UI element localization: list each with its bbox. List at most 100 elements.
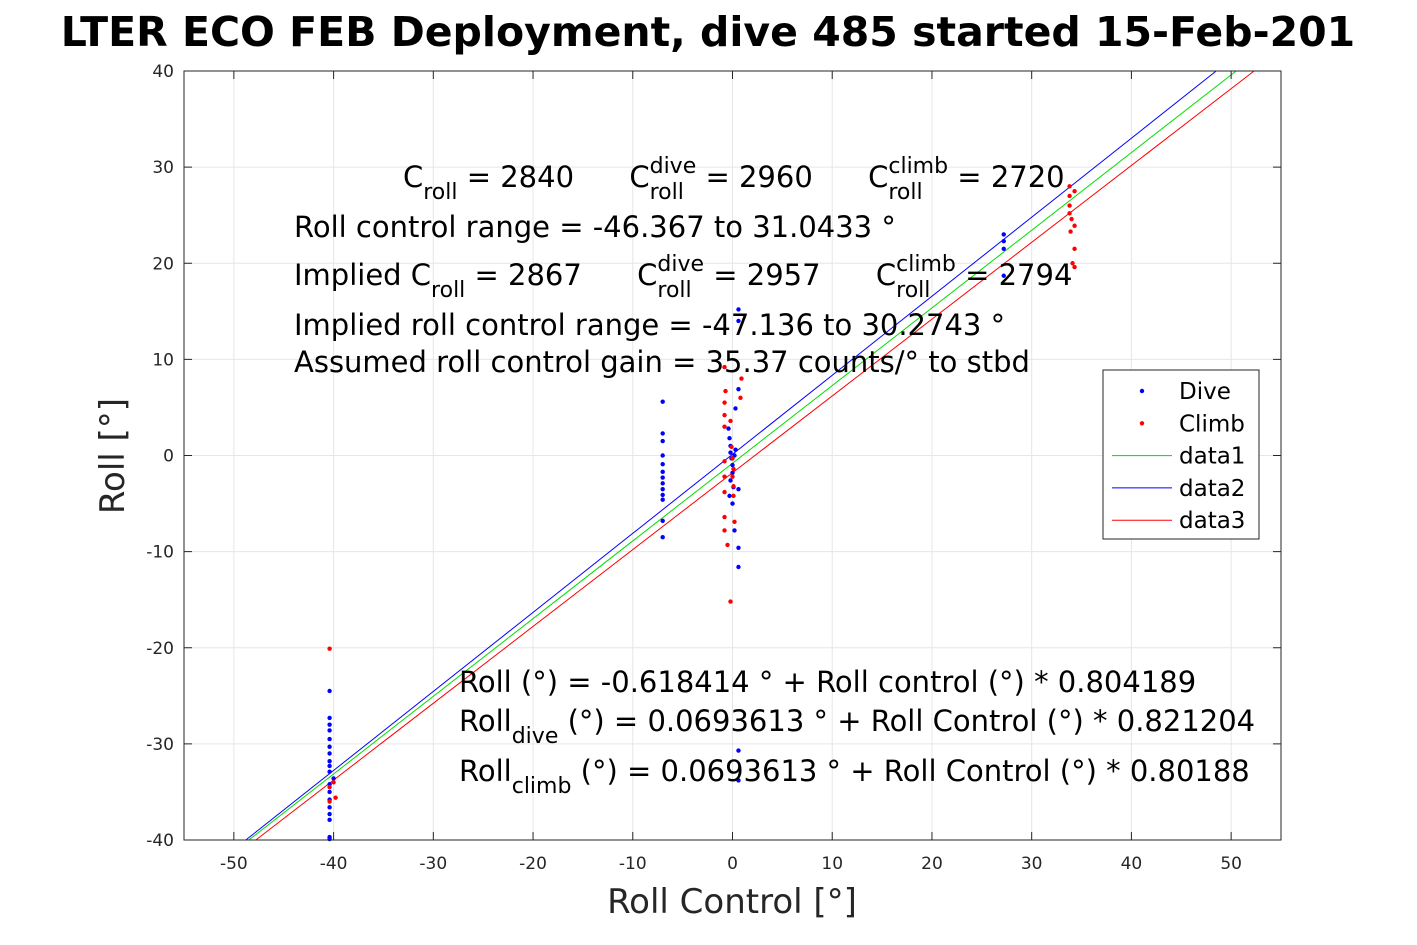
- annotation-gap: [821, 258, 876, 292]
- data-point-dive: [736, 748, 741, 753]
- series-points: [327, 184, 1077, 842]
- data-point-dive: [660, 461, 665, 467]
- annotation-fit-dive: Rolldive (°) = 0.0693613 ° + Roll Contro…: [459, 704, 1255, 749]
- data-point-climb: [722, 400, 727, 405]
- legend-label: data3: [1179, 508, 1245, 534]
- data-point-dive: [327, 758, 332, 764]
- data-point-climb: [1067, 193, 1072, 199]
- data-point-climb: [1068, 229, 1073, 234]
- data-point-dive: [736, 307, 741, 312]
- data-point-dive: [331, 776, 336, 781]
- data-point-dive: [726, 426, 731, 431]
- legend-label: Dive: [1179, 379, 1231, 405]
- annotation-text: C: [637, 258, 657, 292]
- annotation-subscript: roll: [896, 278, 930, 303]
- data-point-climb: [1072, 246, 1077, 252]
- annotation-text: Roll: [459, 754, 512, 788]
- data-point-climb: [327, 799, 332, 804]
- x-tick-label: 0: [727, 854, 738, 874]
- annotation-text: C: [868, 160, 888, 194]
- data-point-dive: [736, 486, 741, 492]
- series-line-data1: [248, 70, 1237, 841]
- annotation-text: = 2867: [465, 258, 582, 292]
- data-point-dive: [660, 469, 665, 475]
- x-tick-label: 10: [821, 854, 843, 874]
- x-tick-label: -20: [519, 854, 547, 874]
- data-point-climb: [722, 424, 727, 429]
- data-point-climb: [732, 519, 737, 525]
- data-point-climb: [722, 489, 727, 495]
- data-point-dive: [736, 386, 741, 392]
- annotation-subscript: roll: [650, 180, 684, 205]
- annotation-text: = 2957: [704, 258, 821, 292]
- y-tick-label: 10: [152, 350, 174, 370]
- data-point-dive: [1001, 273, 1006, 278]
- data-point-dive: [1001, 232, 1006, 237]
- y-tick-label: -10: [146, 543, 174, 563]
- data-point-dive: [660, 492, 665, 498]
- data-point-dive: [728, 478, 733, 483]
- data-point-dive: [1001, 238, 1006, 244]
- annotation-superscript: dive: [650, 154, 697, 179]
- data-point-climb: [1070, 261, 1075, 266]
- y-tick-label: -40: [146, 831, 174, 851]
- data-point-climb: [333, 795, 338, 800]
- legend-label: Climb: [1179, 411, 1245, 437]
- data-point-climb: [730, 456, 735, 461]
- data-point-dive: [727, 493, 732, 499]
- data-point-dive: [1001, 246, 1006, 252]
- data-point-dive: [327, 817, 332, 823]
- data-point-climb: [722, 412, 727, 418]
- data-point-climb: [728, 599, 733, 604]
- data-point-climb: [1067, 211, 1072, 216]
- data-point-dive: [733, 406, 738, 411]
- data-point-dive: [327, 805, 332, 810]
- legend: Dive Climb data1 data2 data3: [1102, 369, 1260, 540]
- data-point-climb: [327, 646, 332, 651]
- data-point-dive: [660, 453, 665, 458]
- annotation-text: = 2840: [458, 160, 575, 194]
- annotation-gains-line: Croll = 2840 Cdive roll = 2960 Cclimb roll…: [403, 154, 1065, 205]
- annotation-subscript: roll: [431, 278, 465, 303]
- data-point-dive: [732, 528, 737, 533]
- data-point-climb: [1072, 188, 1077, 194]
- data-point-climb: [722, 528, 727, 533]
- data-point-climb: [1072, 264, 1077, 270]
- annotation-implied-range: Implied roll control range = -47.136 to …: [294, 308, 1005, 342]
- data-point-dive: [327, 763, 332, 769]
- annotation-fit-all: Roll (°) = -0.618414 ° + Roll control (°…: [459, 665, 1196, 699]
- annotation-subscript: roll: [888, 180, 922, 205]
- y-tick-label: 30: [152, 158, 174, 178]
- data-point-dive: [327, 811, 332, 817]
- annotation-text: (°) = 0.0693613 ° + Roll Control (°) * 0…: [571, 754, 1249, 788]
- y-tick-label: -20: [146, 639, 174, 659]
- legend-swatch-dive: [1139, 388, 1145, 394]
- data-point-dive: [327, 688, 332, 694]
- annotation-fit-climb: Rollclimb (°) = 0.0693613 ° + Roll Contr…: [459, 754, 1250, 799]
- legend-label: data1: [1179, 444, 1245, 470]
- data-point-dive: [327, 836, 332, 842]
- chart-title: LTER ECO FEB Deployment, dive 485 starte…: [61, 8, 1355, 56]
- x-axis-label: Roll Control [°]: [607, 882, 857, 922]
- data-point-climb: [1067, 184, 1072, 189]
- data-point-dive: [730, 501, 735, 506]
- x-tick-label: -40: [320, 854, 348, 874]
- annotation-range: Roll control range = -46.367 to 31.0433 …: [294, 210, 896, 244]
- annotation-text: = 2794: [956, 258, 1073, 292]
- data-point-dive: [736, 564, 741, 570]
- x-tick-label: 40: [1121, 854, 1143, 874]
- data-point-dive: [660, 535, 665, 540]
- annotation-superscript: climb: [896, 252, 956, 277]
- data-point-dive: [730, 470, 735, 476]
- data-point-climb: [725, 542, 730, 548]
- data-point-climb: [729, 444, 734, 450]
- data-point-climb: [722, 459, 727, 464]
- data-point-climb: [722, 514, 727, 520]
- data-point-dive: [733, 447, 738, 452]
- axis-ticks: -50 -40 -30 -20 -10 0 10 20 30 40 50 -40 -30 -20 -10 0 1…: [146, 62, 1281, 874]
- data-point-dive: [660, 475, 665, 480]
- data-point-climb: [1072, 223, 1077, 228]
- annotation-text: Roll (°) = -0.618414 ° + Roll control (°…: [459, 665, 1196, 699]
- x-tick-label: 30: [1021, 854, 1043, 874]
- data-point-dive: [327, 722, 332, 727]
